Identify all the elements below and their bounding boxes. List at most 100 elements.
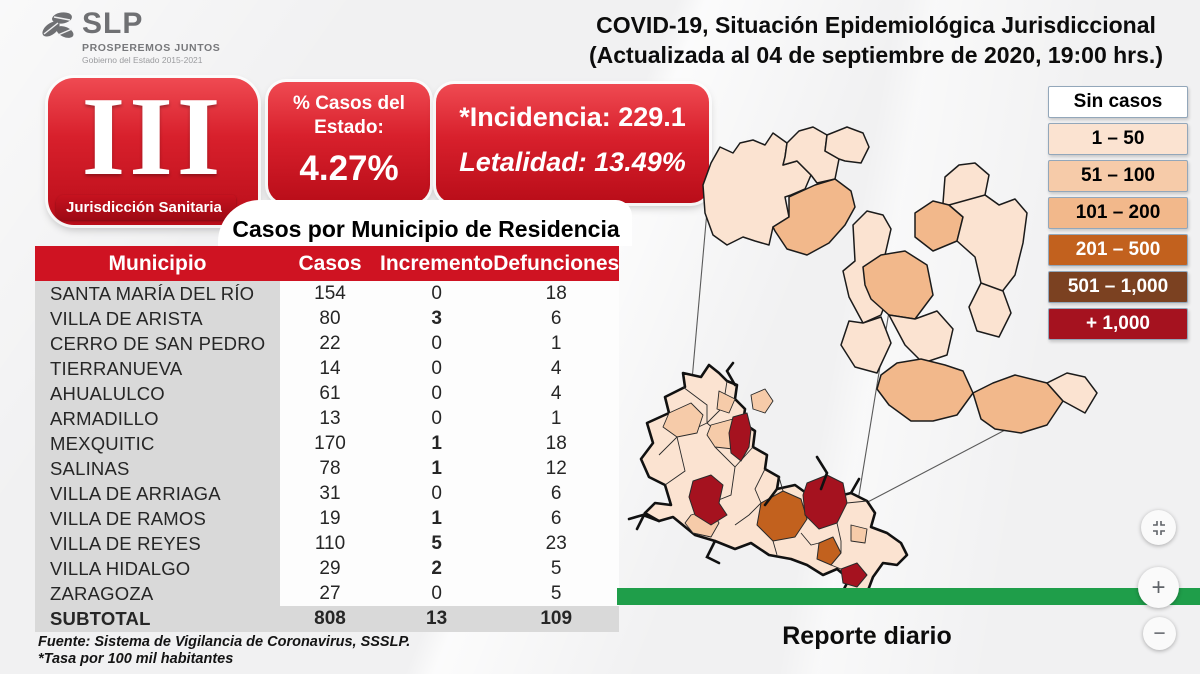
legend-item-1: 1 – 50 xyxy=(1048,123,1188,155)
map-internal-borders xyxy=(658,380,868,570)
cases-cell: 154 xyxy=(280,281,380,306)
page-title-line2: (Actualizada al 04 de septiembre de 2020… xyxy=(589,42,1163,68)
increment-cell: 1 xyxy=(380,431,494,456)
cases-cell: 808 xyxy=(280,606,380,632)
state-cases-percentage-value: 4.27% xyxy=(299,149,399,188)
municipality-cell: VILLA DE REYES xyxy=(35,531,280,556)
table-row: VILLA DE REYES 110 5 23 xyxy=(35,531,620,556)
state-cases-percentage-box: % Casos del Estado: 4.27% xyxy=(268,82,430,203)
increment-cell: 0 xyxy=(380,331,494,356)
table-row: MEXQUITIC 170 1 18 xyxy=(35,431,620,456)
table-row: VILLA DE ARRIAGA 31 0 6 xyxy=(35,481,620,506)
cases-cell: 170 xyxy=(280,431,380,456)
municipality-cell: VILLA HIDALGO xyxy=(35,556,280,581)
table-row: VILLA DE RAMOS 19 1 6 xyxy=(35,506,620,531)
fit-to-screen-button[interactable] xyxy=(1141,510,1176,545)
column-header-municipio: Municipio xyxy=(35,246,280,281)
column-header-incremento: Incremento xyxy=(380,246,494,281)
map-group-northwest xyxy=(702,126,870,256)
increment-cell: 1 xyxy=(380,456,494,481)
column-header-defunciones: Defunciones xyxy=(493,246,620,281)
table-title: Casos por Municipio de Residencia xyxy=(232,216,620,242)
map-patches-201-500 xyxy=(756,490,842,566)
footnotes: Fuente: Sistema de Vigilancia de Coronav… xyxy=(38,634,410,668)
deaths-cell: 18 xyxy=(493,431,620,456)
municipality-cell: ARMADILLO xyxy=(35,406,280,431)
green-divider-bar xyxy=(617,588,1200,605)
logo-subline: Gobierno del Estado 2015-2021 xyxy=(82,55,203,65)
legend-item-2: 51 – 100 xyxy=(1048,160,1188,192)
deaths-cell: 6 xyxy=(493,306,620,331)
legend-item-6: + 1,000 xyxy=(1048,308,1188,340)
map-patches-1000-plus xyxy=(688,412,868,588)
jurisdiction-choropleth-map xyxy=(627,126,1098,601)
increment-cell: 13 xyxy=(380,606,494,632)
page-title-line1: COVID-19, Situación Epidemiológica Juris… xyxy=(596,12,1156,38)
municipality-cell: ZARAGOZA xyxy=(35,581,280,606)
fit-to-screen-icon xyxy=(1152,520,1165,535)
legend-item-5: 501 – 1,000 xyxy=(1048,271,1188,303)
increment-cell: 0 xyxy=(380,281,494,306)
legend-item-3: 101 – 200 xyxy=(1048,197,1188,229)
cases-cell: 61 xyxy=(280,381,380,406)
deaths-cell: 1 xyxy=(493,331,620,356)
cases-cell: 27 xyxy=(280,581,380,606)
table-title-panel xyxy=(218,200,632,246)
map-legend: Sin casos 1 – 50 51 – 100 101 – 200 201 – 50… xyxy=(1048,86,1188,345)
page-title: COVID-19, Situación Epidemiológica Juris… xyxy=(552,10,1200,70)
municipality-table: Municipio Casos Incremento Defunciones SANT… xyxy=(35,246,620,632)
deaths-cell: 23 xyxy=(493,531,620,556)
map-state-cluster xyxy=(627,361,909,601)
zoom-out-button[interactable]: − xyxy=(1143,617,1176,650)
incidence-lethality-box: *Incidencia: 229.1 Letalidad: 13.49% xyxy=(436,84,709,203)
table-row: CERRO DE SAN PEDRO 22 0 1 xyxy=(35,331,620,356)
increment-cell: 3 xyxy=(380,306,494,331)
municipality-cell: AHUALULCO xyxy=(35,381,280,406)
deaths-cell: 5 xyxy=(493,581,620,606)
slp-seeds-icon xyxy=(42,12,74,38)
cases-cell: 19 xyxy=(280,506,380,531)
cases-cell: 110 xyxy=(280,531,380,556)
deaths-cell: 6 xyxy=(493,506,620,531)
municipality-cell: VILLA DE ARRIAGA xyxy=(35,481,280,506)
incidence-value: *Incidencia: 229.1 xyxy=(459,102,686,132)
municipality-cell: MEXQUITIC xyxy=(35,431,280,456)
jurisdiction-number: III xyxy=(81,75,225,199)
lethality-value: Letalidad: 13.49% xyxy=(459,147,686,177)
source-note: Fuente: Sistema de Vigilancia de Coronav… xyxy=(38,634,411,650)
report-type-label: Reporte diario xyxy=(782,622,952,650)
table-row: ARMADILLO 13 0 1 xyxy=(35,406,620,431)
increment-cell: 0 xyxy=(380,581,494,606)
municipality-cell: CERRO DE SAN PEDRO xyxy=(35,331,280,356)
municipality-cell: VILLA DE ARISTA xyxy=(35,306,280,331)
slp-logo: SLP PROSPEREMOS JUNTOS Gobierno del Esta… xyxy=(40,8,220,65)
deaths-cell: 5 xyxy=(493,556,620,581)
map-group-northeast xyxy=(840,162,1098,434)
deaths-cell: 12 xyxy=(493,456,620,481)
table-row: VILLA DE ARISTA 80 3 6 xyxy=(35,306,620,331)
legend-item-0: Sin casos xyxy=(1048,86,1188,118)
municipality-cell: TIERRANUEVA xyxy=(35,356,280,381)
table-row: TIERRANUEVA 14 0 4 xyxy=(35,356,620,381)
cases-cell: 31 xyxy=(280,481,380,506)
municipality-cell: VILLA DE RAMOS xyxy=(35,506,280,531)
deaths-cell: 6 xyxy=(493,481,620,506)
table-row: VILLA HIDALGO 29 2 5 xyxy=(35,556,620,581)
table-row: SANTA MARÍA DEL RÍO 154 0 18 xyxy=(35,281,620,306)
zoom-in-button[interactable]: + xyxy=(1138,567,1179,608)
increment-cell: 5 xyxy=(380,531,494,556)
column-header-casos: Casos xyxy=(280,246,380,281)
deaths-cell: 4 xyxy=(493,381,620,406)
deaths-cell: 18 xyxy=(493,281,620,306)
deaths-cell: 1 xyxy=(493,406,620,431)
increment-cell: 0 xyxy=(380,406,494,431)
municipality-cell: SUBTOTAL xyxy=(35,606,280,632)
increment-cell: 2 xyxy=(380,556,494,581)
logo-tagline: PROSPEREMOS JUNTOS xyxy=(82,42,221,54)
table-row: ZARAGOZA 27 0 5 xyxy=(35,581,620,606)
deaths-cell: 4 xyxy=(493,356,620,381)
table-row: SALINAS 78 1 12 xyxy=(35,456,620,481)
table-header-row: Municipio Casos Incremento Defunciones xyxy=(35,246,620,281)
increment-cell: 1 xyxy=(380,506,494,531)
cases-cell: 22 xyxy=(280,331,380,356)
